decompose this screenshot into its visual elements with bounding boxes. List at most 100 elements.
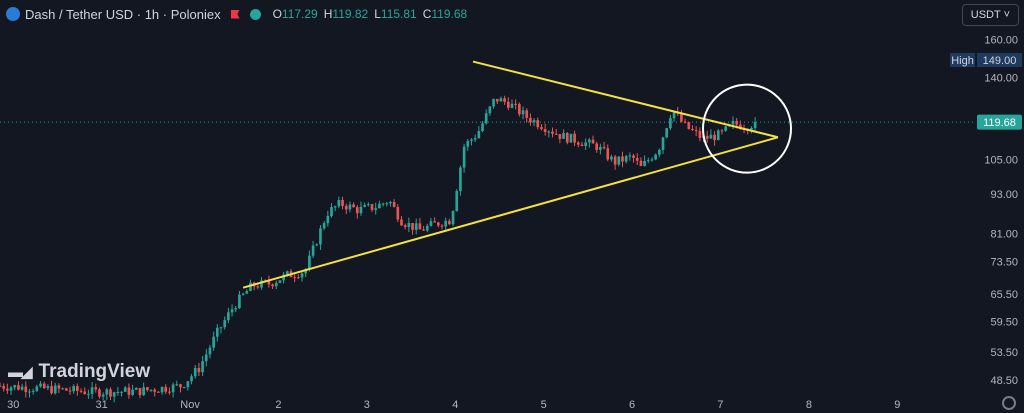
- candle-body: [83, 391, 87, 394]
- candle-body: [448, 220, 451, 225]
- candle-body: [61, 388, 64, 390]
- candle-body: [341, 199, 344, 206]
- candle-body: [127, 387, 131, 395]
- candle-body: [635, 158, 639, 161]
- candle-body: [562, 132, 565, 139]
- time-tick-label: 6: [629, 399, 635, 411]
- flag-icon[interactable]: [230, 9, 240, 19]
- candle-body: [643, 160, 646, 166]
- currency-selector[interactable]: USDT ˅: [961, 4, 1019, 26]
- candle-body: [462, 146, 466, 168]
- candle-body: [672, 112, 676, 119]
- candle-body: [731, 120, 735, 125]
- time-tick-label: 7: [717, 399, 723, 411]
- symbol-header: Dash / Tether USD · 1h · Poloniex O117.2…: [6, 5, 467, 23]
- candle-body: [337, 199, 341, 207]
- candle-body: [440, 225, 444, 227]
- high-value: 119.82: [332, 7, 369, 21]
- candle-body: [576, 142, 580, 145]
- dash-coin-icon: [6, 7, 20, 21]
- candle-body: [503, 98, 506, 102]
- candle-body: [64, 388, 68, 391]
- candle-body: [359, 206, 363, 214]
- candle-body: [2, 385, 6, 389]
- candle-body: [713, 134, 716, 141]
- candle-body: [429, 221, 433, 226]
- candle-body: [300, 273, 304, 278]
- candle-body: [278, 280, 282, 283]
- candle-body: [716, 130, 720, 141]
- time-tick-label: 31: [96, 399, 108, 411]
- candle-body: [311, 245, 315, 256]
- high-label-text: High: [951, 55, 974, 67]
- candle-body: [304, 269, 308, 274]
- candle-body: [698, 131, 702, 138]
- candle-body: [282, 274, 285, 281]
- candle-body: [558, 134, 562, 139]
- candle-body: [705, 135, 709, 139]
- candle-body: [694, 129, 698, 132]
- candle-body: [665, 128, 669, 138]
- candle-body: [230, 309, 234, 313]
- candle-body: [271, 284, 274, 287]
- candle-body: [179, 384, 182, 388]
- candle-body: [551, 131, 554, 134]
- candle-body: [215, 327, 219, 337]
- candle-body: [168, 391, 171, 393]
- settings-gear-icon[interactable]: [1002, 396, 1016, 410]
- candle-body: [547, 131, 551, 133]
- candle-body: [525, 110, 529, 118]
- breakout-highlight-circle[interactable]: [701, 83, 792, 174]
- candle-body: [79, 390, 83, 392]
- candle-body: [6, 388, 9, 391]
- close-label: C: [422, 7, 432, 21]
- candle-body: [569, 133, 573, 143]
- market-status-icon: [249, 8, 261, 20]
- time-axis[interactable]: 30 31 Nov 2 3 4 5 6 7 8 9: [7, 399, 900, 411]
- symbol-title[interactable]: Dash / Tether USD · 1h · Poloniex: [25, 6, 221, 22]
- candle-body: [392, 201, 396, 207]
- time-tick-label: 2: [275, 399, 281, 411]
- candle-body: [374, 208, 378, 210]
- time-tick-label: 30: [7, 399, 19, 411]
- candle-body: [234, 308, 238, 310]
- candle-body: [175, 384, 179, 386]
- triangle-upper-trendline[interactable]: [472, 60, 779, 139]
- candle-body: [407, 222, 411, 228]
- candle-body: [488, 106, 492, 114]
- candle-body: [24, 386, 28, 392]
- price-tick-label: 73.50: [990, 256, 1018, 268]
- candle-body: [477, 131, 481, 139]
- candle-body: [13, 385, 17, 388]
- candle-body: [602, 146, 606, 149]
- open-label: O: [272, 7, 282, 21]
- candle-body: [433, 221, 436, 223]
- candle-body: [352, 204, 355, 208]
- candle-body: [418, 223, 422, 230]
- time-tick-label: Nov: [180, 399, 200, 411]
- candle-body: [554, 133, 558, 135]
- candle-body: [396, 206, 400, 220]
- candle-body: [193, 367, 197, 377]
- candle-body: [190, 376, 193, 382]
- candle-body: [473, 138, 477, 140]
- price-tick-label: 105.00: [984, 154, 1018, 166]
- candle-body: [186, 381, 190, 388]
- candle-body: [355, 207, 359, 214]
- candle-body: [646, 160, 650, 162]
- candle-body: [414, 223, 418, 230]
- tradingview-logo: ▬◢ TradingView: [8, 361, 150, 383]
- candle-body: [308, 255, 311, 270]
- price-tick-label: 65.50: [990, 289, 1018, 301]
- high-value-box: [977, 53, 1022, 67]
- price-axis[interactable]: 160.00 140.00 105.00 93.00 81.00 73.50 65.50 59…: [984, 34, 1018, 387]
- candle-body: [219, 327, 223, 329]
- candle-body: [267, 280, 271, 285]
- candle-body: [146, 387, 149, 391]
- candle-body: [42, 383, 46, 389]
- price-tick-label: 81.00: [990, 229, 1018, 241]
- low-value: 115.81: [380, 7, 417, 21]
- triangle-lower-trendline[interactable]: [242, 136, 779, 289]
- candle-body: [212, 336, 215, 348]
